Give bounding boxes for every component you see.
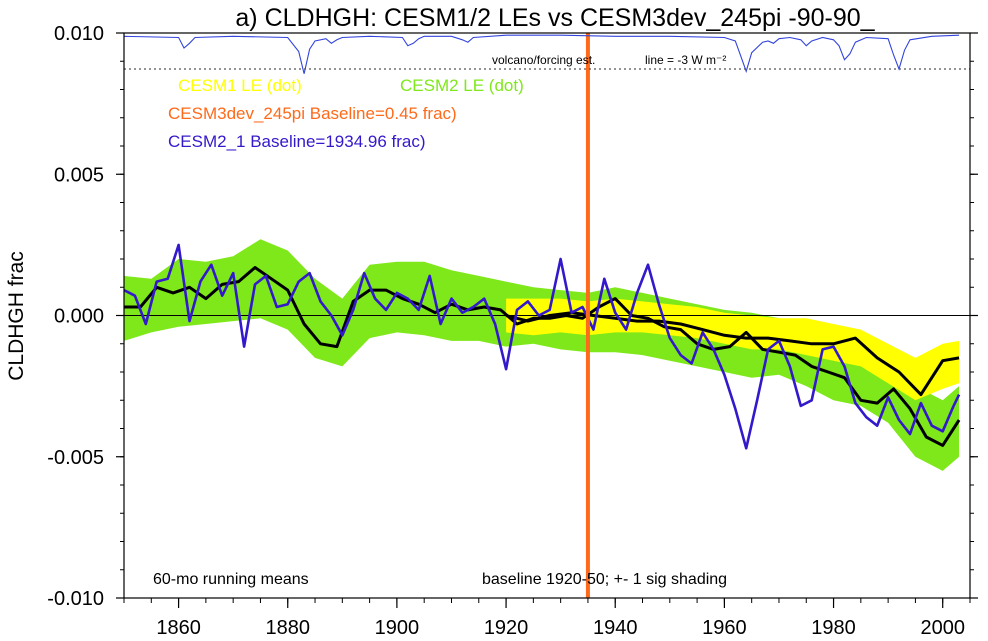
legend-cesm1-le: CESM1 LE (dot) [178, 76, 302, 95]
chart-title: a) CLDHGH: CESM1/2 LEs vs CESM3dev_245pi… [235, 4, 875, 32]
x-tick-label: 1960 [702, 617, 747, 639]
x-tick-label: 1860 [156, 617, 201, 639]
series-cesm2-1 [123, 243, 961, 450]
x-tick-label: 1920 [484, 617, 529, 639]
legend-cesm3dev: CESM3dev_245pi Baseline=0.45 frac) [168, 104, 457, 123]
y-tick-label: 0.000 [54, 306, 104, 328]
y-tick-label: -0.010 [47, 588, 104, 610]
y-tick-label: -0.005 [47, 447, 104, 469]
x-tick-label: 1980 [811, 617, 856, 639]
x-tick-label: 1900 [375, 617, 420, 639]
plot-data-layer [123, 33, 970, 598]
x-tick-label: 1880 [265, 617, 310, 639]
y-tick-label: 0.010 [54, 23, 104, 45]
y-axis-label: CLDHGH frac [5, 251, 28, 381]
series-volcano-forcing [123, 34, 960, 74]
band-cesm1-le [506, 298, 960, 401]
annotation-baseline: baseline 1920-50; +- 1 sig shading [482, 571, 727, 588]
x-tick-label: 1940 [593, 617, 638, 639]
x-tick-label: 2000 [920, 617, 965, 639]
legend-cesm2-le: CESM2 LE (dot) [400, 76, 524, 95]
legend-cesm2-1: CESM2_1 Baseline=1934.96 frac) [168, 132, 426, 151]
annotation-running-means: 60-mo running means [153, 571, 309, 588]
volcano-line-label: line = -3 W m⁻² [645, 53, 726, 67]
band-cesm2-le [124, 239, 960, 471]
axes-layer: 0.010 0.005 0.000 -0.005 -0.010 1860 1880 1900 1… [47, 23, 978, 639]
series-cesm1-le-mean [505, 311, 960, 397]
y-tick-label: 0.005 [54, 164, 104, 186]
volcano-label: volcano/forcing est. [492, 53, 595, 67]
